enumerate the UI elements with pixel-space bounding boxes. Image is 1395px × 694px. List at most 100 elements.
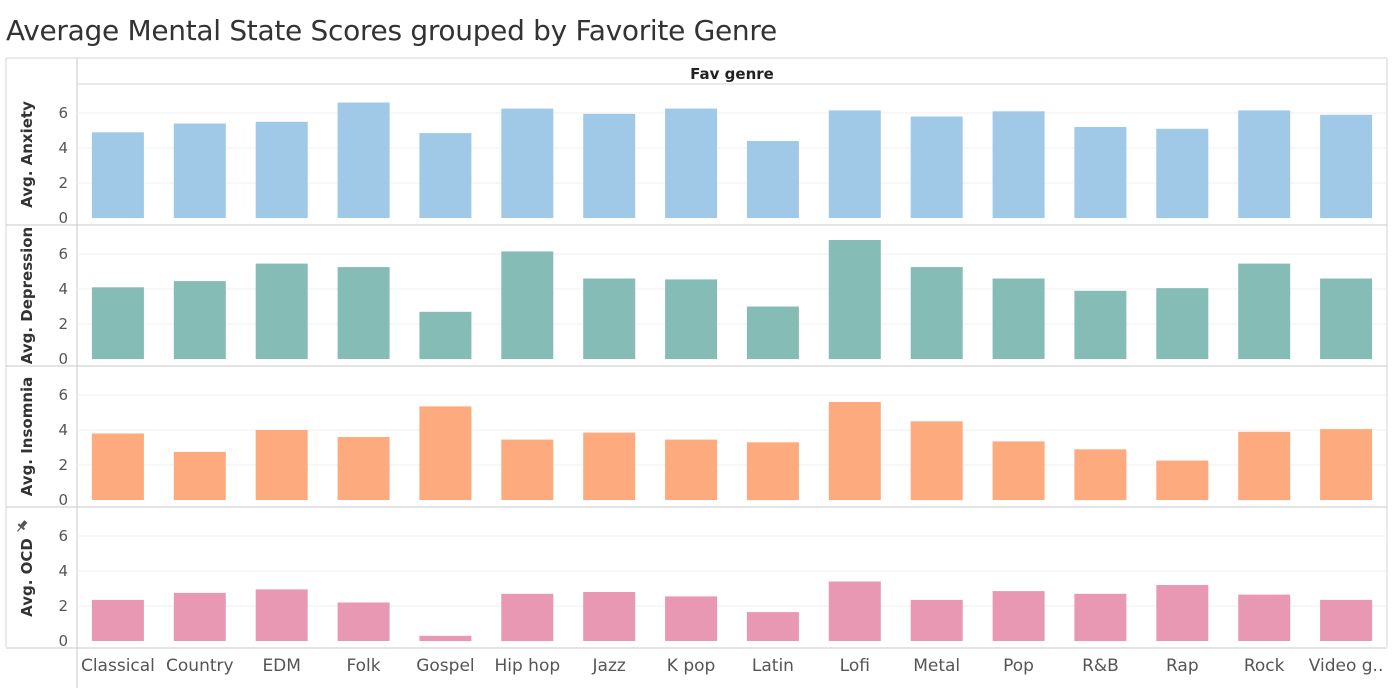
bar[interactable] (665, 279, 718, 359)
category-label: EDM (262, 656, 301, 676)
bar[interactable] (1156, 585, 1209, 641)
bar[interactable] (255, 430, 308, 500)
category-label: Rock (1244, 656, 1285, 676)
row-label: Avg. OCD (18, 538, 36, 617)
pin-icon[interactable] (14, 519, 28, 534)
bar[interactable] (1320, 278, 1373, 360)
y-tick-label: 6 (58, 386, 68, 404)
bar[interactable] (828, 402, 881, 500)
bar[interactable] (992, 111, 1045, 219)
bar[interactable] (828, 240, 881, 359)
bar[interactable] (501, 439, 554, 500)
bar[interactable] (583, 278, 636, 360)
category-label: Jazz (592, 656, 626, 676)
category-label: R&B (1082, 656, 1119, 676)
y-tick-label: 0 (58, 209, 68, 227)
bar[interactable] (255, 589, 308, 641)
chart-title: Average Mental State Scores grouped by F… (6, 14, 777, 47)
bar[interactable] (1156, 460, 1209, 500)
bar[interactable] (746, 442, 799, 501)
bar[interactable] (992, 441, 1045, 500)
bar[interactable] (1320, 114, 1373, 219)
bar[interactable] (337, 102, 390, 219)
bar[interactable] (992, 278, 1045, 360)
category-label: Classical (81, 656, 155, 676)
y-ticks-layer: 0 2 4 6 0 2 4 6 0 2 4 6 0 2 4 6 (58, 104, 68, 650)
y-tick-label: 6 (58, 104, 68, 122)
bar[interactable] (173, 123, 226, 219)
y-tick-label: 4 (58, 280, 68, 298)
y-tick-label: 0 (58, 350, 68, 368)
y-tick-label: 6 (58, 245, 68, 263)
bar[interactable] (1320, 599, 1373, 641)
bar[interactable] (910, 116, 963, 219)
bar[interactable] (828, 110, 881, 218)
category-label: Hip hop (494, 656, 560, 676)
bars-layer (91, 102, 1373, 642)
bar[interactable] (337, 437, 390, 500)
chart-frame (5, 57, 1388, 688)
bar[interactable] (746, 612, 799, 641)
y-tick-label: 4 (58, 562, 68, 580)
bar[interactable] (746, 141, 799, 218)
bar[interactable] (1156, 128, 1209, 219)
category-labels-layer: Classical Country EDM Folk Gospel Hip hop Jazz… (81, 656, 1383, 676)
bar[interactable] (828, 581, 881, 642)
bar[interactable] (419, 311, 472, 360)
category-label: Video g.. (1309, 656, 1384, 676)
y-tick-label: 6 (58, 527, 68, 545)
bar[interactable] (501, 108, 554, 218)
bar[interactable] (583, 432, 636, 500)
bar[interactable] (1074, 449, 1127, 501)
bar[interactable] (91, 132, 144, 219)
bar[interactable] (91, 599, 144, 641)
category-label: K pop (667, 656, 716, 676)
row-label: Avg. Anxiety (18, 101, 36, 208)
bar[interactable] (419, 406, 472, 500)
bar[interactable] (501, 251, 554, 359)
bar[interactable] (992, 591, 1045, 641)
row-label: Avg. Depression (18, 227, 36, 364)
bar[interactable] (255, 263, 308, 359)
bar[interactable] (665, 596, 718, 641)
bar[interactable] (1156, 288, 1209, 359)
bar[interactable] (1074, 593, 1127, 642)
bar[interactable] (501, 593, 554, 642)
bar[interactable] (337, 267, 390, 359)
bar[interactable] (91, 433, 144, 501)
category-label: Pop (1003, 656, 1034, 676)
bar[interactable] (173, 451, 226, 500)
bar[interactable] (91, 287, 144, 360)
bar[interactable] (910, 267, 963, 359)
y-tick-label: 2 (58, 174, 68, 192)
bar[interactable] (665, 108, 718, 218)
bar[interactable] (255, 121, 308, 219)
bar[interactable] (746, 306, 799, 360)
bar[interactable] (419, 133, 472, 218)
y-tick-label: 2 (58, 597, 68, 615)
category-label: Gospel (416, 656, 474, 676)
bar[interactable] (1074, 290, 1127, 360)
y-tick-label: 2 (58, 456, 68, 474)
bar[interactable] (173, 281, 226, 359)
bar[interactable] (1074, 127, 1127, 218)
bar[interactable] (173, 592, 226, 641)
category-label: Rap (1166, 656, 1199, 676)
column-header: Fav genre (690, 65, 774, 83)
bar[interactable] (1238, 110, 1291, 218)
bar[interactable] (583, 592, 636, 641)
bar[interactable] (337, 602, 390, 642)
bar[interactable] (1238, 594, 1291, 641)
bar[interactable] (665, 439, 718, 500)
y-tick-label: 0 (58, 491, 68, 509)
bar[interactable] (1238, 431, 1291, 501)
y-tick-label: 2 (58, 315, 68, 333)
bar[interactable] (1320, 429, 1373, 500)
bar[interactable] (910, 421, 963, 501)
category-label: Lofi (840, 656, 870, 676)
bar[interactable] (419, 635, 472, 642)
bar[interactable] (910, 599, 963, 641)
bar[interactable] (1238, 263, 1291, 359)
bar[interactable] (583, 113, 636, 218)
